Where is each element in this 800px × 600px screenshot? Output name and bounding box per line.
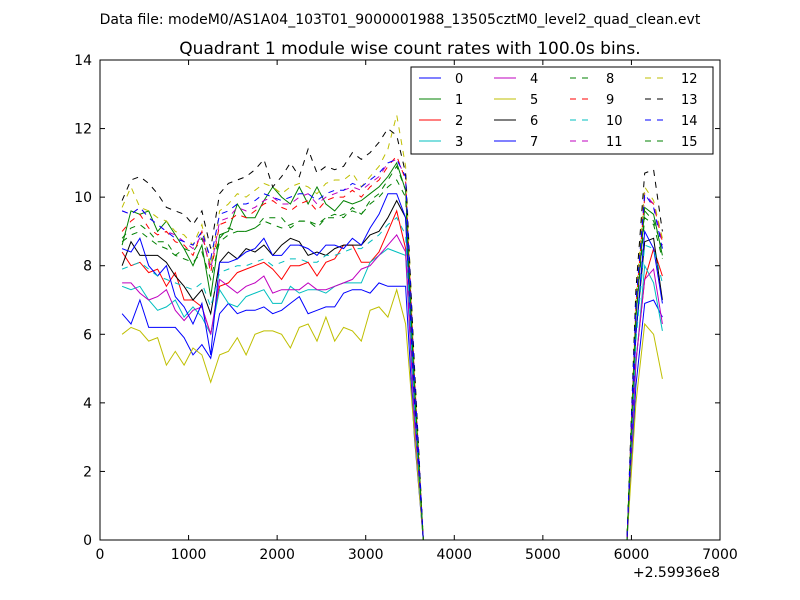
legend-label-11: 11 <box>606 135 623 150</box>
legend-label-12: 12 <box>681 72 698 87</box>
y-tick-label: 6 <box>83 327 92 343</box>
series-line-5 <box>121 287 663 541</box>
series-line-9 <box>121 155 663 541</box>
x-tick-label: 5000 <box>525 547 561 563</box>
legend-label-7: 7 <box>530 135 538 150</box>
x-tick-label: 7000 <box>702 547 738 563</box>
y-tick-label: 0 <box>83 533 92 549</box>
x-tick-label: 1000 <box>171 547 207 563</box>
x-offset-label: +2.59936e8 <box>633 565 720 581</box>
series-line-11 <box>121 158 663 541</box>
series-line-0 <box>121 282 663 541</box>
datafile-label: Data file: modeM0/AS1A04_103T01_90000019… <box>100 12 701 28</box>
y-tick-label: 14 <box>74 53 92 69</box>
x-tick-label: 6000 <box>614 547 650 563</box>
y-tick-label: 2 <box>83 464 92 480</box>
y-tick-label: 10 <box>74 190 92 206</box>
y-tick-label: 8 <box>83 259 92 275</box>
series-line-12 <box>121 114 663 541</box>
legend-label-1: 1 <box>455 93 463 108</box>
y-tick-label: 12 <box>74 122 92 138</box>
x-tick-label: 2000 <box>259 547 295 563</box>
x-tick-label: 0 <box>96 547 105 563</box>
series-line-14 <box>121 158 663 541</box>
legend-label-3: 3 <box>455 135 463 150</box>
legend-label-5: 5 <box>530 93 538 108</box>
plot-lines <box>121 114 663 541</box>
legend-label-4: 4 <box>530 72 538 87</box>
legend-label-13: 13 <box>681 93 698 108</box>
legend-box <box>410 66 714 155</box>
series-line-1 <box>121 161 663 541</box>
legend-label-6: 6 <box>530 114 538 129</box>
series-line-7 <box>121 193 663 541</box>
legend-label-15: 15 <box>681 135 698 150</box>
legend-label-8: 8 <box>606 72 614 87</box>
plot-frame <box>99 59 721 541</box>
series-line-4 <box>122 234 663 541</box>
legend-label-14: 14 <box>681 114 698 129</box>
legend-label-10: 10 <box>606 114 623 129</box>
series-line-10 <box>121 216 663 541</box>
series-line-13 <box>121 127 663 541</box>
legend-label-2: 2 <box>455 114 463 129</box>
legend-label-9: 9 <box>606 93 614 108</box>
legend-label-0: 0 <box>455 72 463 87</box>
y-tick-label: 4 <box>83 396 92 412</box>
x-tick-label: 4000 <box>436 547 472 563</box>
chart-title: Quadrant 1 module wise count rates with … <box>179 39 640 59</box>
series-line-2 <box>121 209 663 541</box>
x-tick-label: 3000 <box>348 547 384 563</box>
